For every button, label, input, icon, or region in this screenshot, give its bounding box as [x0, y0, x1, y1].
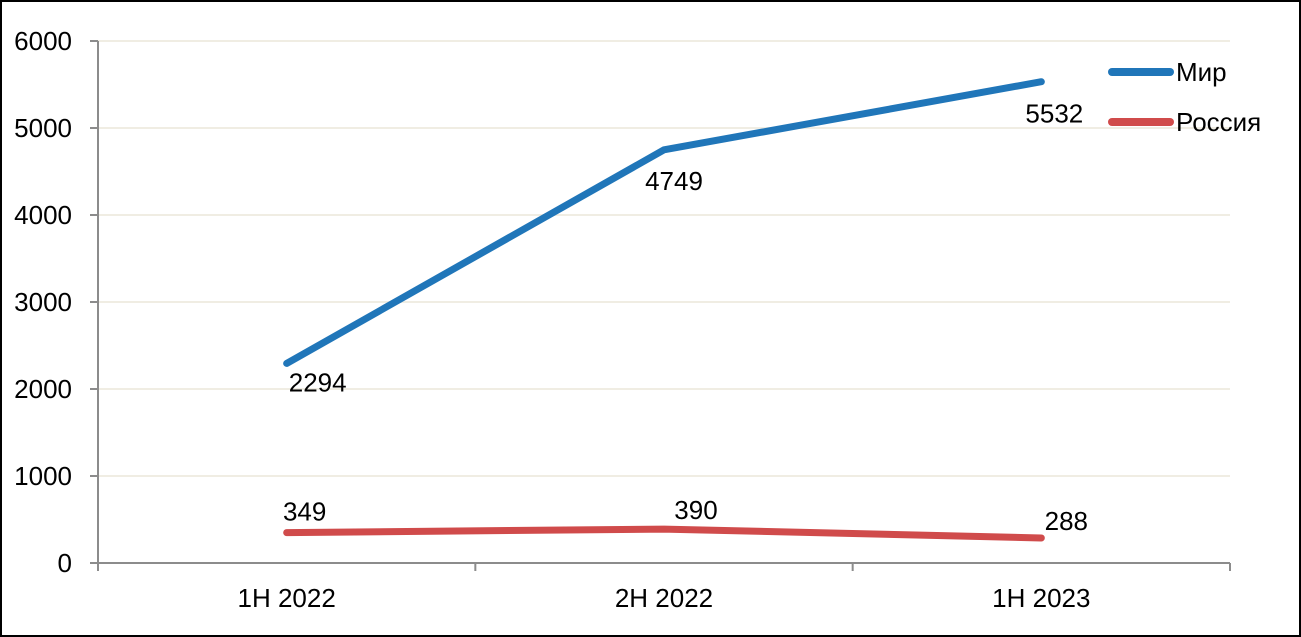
series-line-0 — [283, 78, 1045, 367]
legend-label: Мир — [1176, 57, 1227, 87]
x-tick-label: 1H 2023 — [992, 583, 1090, 613]
y-tick-label: 6000 — [14, 26, 72, 56]
x-tick-label: 1H 2022 — [238, 583, 336, 613]
y-tick-label: 0 — [58, 548, 72, 578]
legend-label: Россия — [1176, 107, 1261, 137]
series-line-1 — [283, 525, 1045, 542]
data-label: 2294 — [289, 367, 347, 397]
data-label: 5532 — [1025, 99, 1083, 129]
y-tick-label: 4000 — [14, 200, 72, 230]
y-tick-label: 3000 — [14, 287, 72, 317]
data-label: 390 — [674, 495, 717, 525]
data-label: 349 — [283, 497, 326, 527]
y-tick-label: 1000 — [14, 461, 72, 491]
y-tick-label: 5000 — [14, 113, 72, 143]
data-label: 288 — [1045, 506, 1088, 536]
data-label: 4749 — [645, 166, 703, 196]
y-tick-label: 2000 — [14, 374, 72, 404]
x-tick-label: 2H 2022 — [615, 583, 713, 613]
